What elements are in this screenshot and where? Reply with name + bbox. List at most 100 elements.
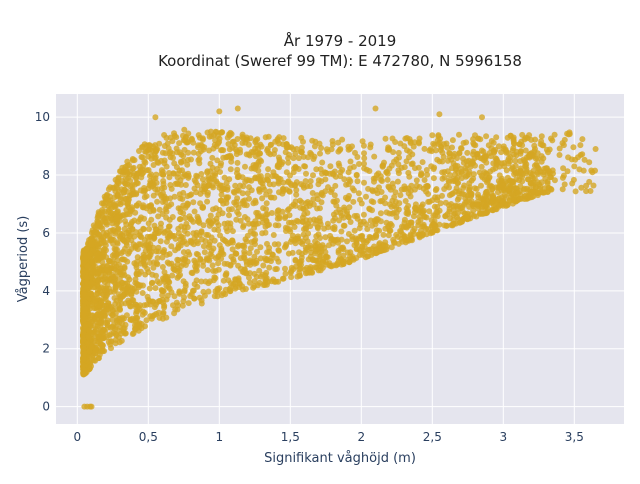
scatter-point: [118, 279, 125, 286]
scatter-point: [175, 302, 182, 309]
scatter-point: [220, 154, 227, 161]
scatter-point: [500, 143, 507, 150]
scatter-point: [195, 251, 201, 258]
scatter-point: [105, 339, 112, 345]
scatter-point: [434, 137, 441, 144]
scatter-point: [415, 139, 422, 146]
scatter-point: [105, 275, 112, 282]
scatter-point: [182, 182, 189, 188]
scatter-point: [233, 216, 240, 223]
scatter-point: [113, 297, 120, 304]
scatter-point: [382, 135, 389, 142]
scatter-point: [125, 229, 132, 236]
scatter-point: [464, 193, 471, 200]
scatter-point: [315, 260, 322, 267]
scatter-point: [427, 146, 434, 153]
scatter-point: [150, 259, 157, 266]
scatter-point: [302, 244, 309, 251]
scatter-point: [121, 186, 128, 193]
scatter-point: [154, 189, 161, 196]
scatter-point: [376, 227, 383, 234]
scatter-point: [344, 238, 350, 245]
scatter-point: [344, 196, 351, 203]
scatter-point: [406, 173, 413, 180]
scatter-point: [319, 192, 326, 199]
scatter-point: [82, 306, 88, 312]
scatter-point: [275, 222, 282, 229]
scatter-point: [367, 234, 374, 241]
scatter-point: [276, 213, 283, 220]
scatter-point: [450, 153, 457, 160]
scatter-point: [449, 137, 456, 144]
scatter-point: [119, 316, 126, 323]
scatter-point: [333, 237, 339, 243]
scatter-point: [91, 297, 98, 304]
scatter-point: [135, 170, 142, 176]
scatter-point: [169, 272, 176, 279]
scatter-point: [88, 403, 95, 410]
scatter-point: [153, 248, 160, 255]
scatter-point: [309, 137, 316, 144]
scatter-point: [307, 264, 314, 271]
scatter-point: [556, 145, 563, 152]
scatter-point: [538, 133, 545, 140]
scatter-point: [111, 279, 118, 285]
scatter-point: [401, 164, 408, 171]
scatter-point: [393, 209, 400, 216]
scatter-point: [347, 165, 354, 172]
scatter-point: [112, 202, 119, 209]
scatter-point: [254, 248, 260, 255]
scatter-point: [139, 144, 145, 151]
scatter-point: [137, 216, 144, 223]
scatter-point: [346, 204, 353, 211]
scatter-point: [396, 200, 403, 207]
scatter-point: [190, 139, 197, 146]
scatter-point: [164, 140, 171, 147]
scatter-point: [208, 175, 215, 182]
scatter-point: [176, 267, 183, 274]
scatter-point: [419, 201, 426, 208]
scatter-point: [360, 211, 367, 218]
scatter-point: [240, 242, 247, 249]
scatter-point: [505, 155, 512, 162]
scatter-point: [308, 249, 315, 256]
scatter-point: [246, 177, 252, 184]
scatter-point: [304, 210, 311, 216]
scatter-point: [103, 287, 110, 294]
scatter-point: [272, 266, 279, 273]
scatter-point: [181, 146, 188, 153]
scatter-point: [388, 244, 395, 251]
scatter-point: [209, 262, 216, 269]
scatter-point: [213, 178, 220, 185]
scatter-point: [303, 225, 310, 232]
scatter-point: [561, 181, 568, 188]
x-tick-label: 1: [215, 430, 223, 444]
scatter-point: [454, 203, 461, 210]
scatter-point: [289, 236, 295, 243]
scatter-point: [248, 239, 255, 246]
scatter-point: [235, 174, 242, 180]
scatter-point: [184, 230, 191, 237]
scatter-point: [385, 232, 392, 239]
scatter-point: [556, 152, 563, 158]
scatter-point: [300, 138, 306, 145]
scatter-point: [592, 146, 599, 152]
scatter-point: [331, 215, 338, 221]
scatter-point: [527, 170, 534, 177]
scatter-point: [86, 327, 93, 334]
scatter-point: [540, 142, 547, 149]
scatter-point: [456, 149, 463, 156]
scatter-point: [357, 196, 363, 203]
scatter-point: [532, 136, 539, 143]
scatter-point: [189, 270, 196, 277]
scatter-point: [279, 275, 286, 282]
scatter-point: [436, 221, 443, 228]
scatter-point: [355, 190, 362, 197]
scatter-point: [258, 143, 265, 150]
scatter-point: [112, 340, 119, 347]
scatter-point: [493, 184, 500, 191]
scatter-point: [148, 280, 155, 287]
scatter-point: [93, 240, 100, 247]
scatter-point: [146, 285, 153, 292]
scatter-point: [545, 168, 552, 175]
